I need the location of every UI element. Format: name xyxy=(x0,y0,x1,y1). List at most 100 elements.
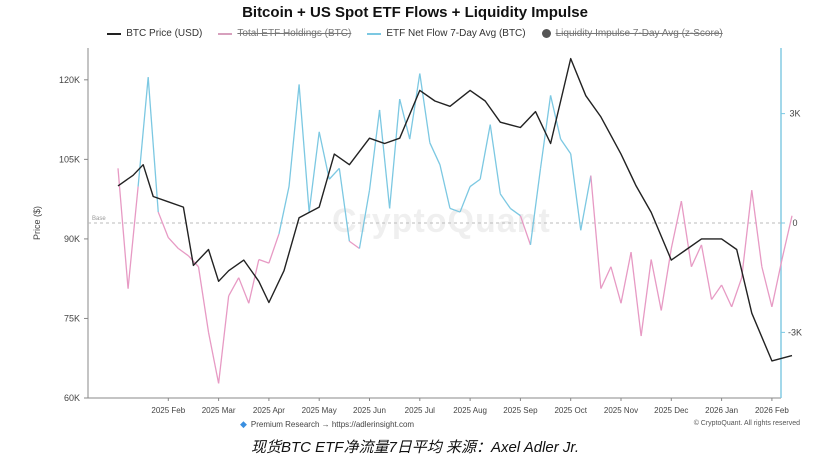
chart-title: Bitcoin + US Spot ETF Flows + Liquidity … xyxy=(242,4,588,21)
etf-flow-segment xyxy=(721,284,733,308)
etf-flow-segment xyxy=(318,131,330,180)
etf-flow-segment xyxy=(207,332,220,384)
etf-flow-segment xyxy=(459,186,471,213)
legend-swatch-etf-holdings xyxy=(218,32,233,35)
etf-flow-segment xyxy=(117,168,129,289)
etf-flow-segment xyxy=(378,109,391,209)
etf-flow-segment xyxy=(670,200,682,249)
etf-flow-segment xyxy=(660,248,672,311)
base-label: Base xyxy=(92,216,106,222)
y-tick-label: 75K xyxy=(64,313,80,323)
legend-item-etf-flow[interactable]: ETF Net Flow 7-Day Avg (BTC) xyxy=(367,28,526,39)
etf-flow-segment xyxy=(570,153,582,231)
y-axis-label: Price ($) xyxy=(32,206,42,240)
etf-flow-segment xyxy=(217,295,230,384)
etf-flow-segment xyxy=(157,211,169,238)
etf-flow-segment xyxy=(328,167,340,180)
etf-flow-segment xyxy=(238,277,250,304)
etf-flow-segment xyxy=(419,73,431,143)
etf-flow-segment xyxy=(248,259,260,304)
etf-flow-segment xyxy=(197,266,210,333)
legend-label-etf-holdings: Total ETF Holdings (BTC) xyxy=(237,28,352,39)
x-tick-label: 2025 Nov xyxy=(604,406,638,415)
etf-flow-segment xyxy=(228,277,240,297)
etf-flow-segment xyxy=(630,252,642,337)
etf-flow-segment xyxy=(700,244,713,300)
etf-flow-segment xyxy=(600,266,612,289)
etf-flow-segment xyxy=(741,190,753,278)
etf-flow-segment xyxy=(680,201,693,267)
x-tick-label: 2025 May xyxy=(302,406,337,415)
x-tick-label: 2025 Feb xyxy=(151,406,185,415)
etf-flow-segment xyxy=(409,73,421,140)
etf-flow-segment xyxy=(127,186,139,289)
legend-item-liquidity[interactable]: Liquidity Impulse 7-Day Avg (z-Score) xyxy=(541,28,723,39)
etf-flow-segment xyxy=(268,233,280,264)
etf-flow-segment xyxy=(519,215,532,246)
etf-flow-segment xyxy=(610,266,622,304)
etf-flow-segment xyxy=(509,207,521,217)
etf-flow-segment xyxy=(348,240,360,250)
etf-flow-segment xyxy=(650,259,662,311)
etf-flow-segment xyxy=(620,252,632,304)
btc-price-line xyxy=(117,57,793,362)
y2-tick-label: 3K xyxy=(789,109,800,119)
etf-flow-segment xyxy=(278,186,290,235)
etf-flow-segment xyxy=(187,255,199,268)
etf-flow-segment xyxy=(761,266,773,308)
x-tick-label: 2025 Dec xyxy=(654,406,688,415)
etf-flow-segment xyxy=(298,84,310,213)
etf-flow-segment xyxy=(147,77,159,213)
etf-flow-segment xyxy=(388,98,401,209)
watermark: CryptoQuant xyxy=(332,202,551,240)
chart-legend: BTC Price (USD) Total ETF Holdings (BTC)… xyxy=(0,28,830,39)
y-tick-label: 105K xyxy=(59,154,80,164)
etf-flow-segment xyxy=(751,190,763,267)
legend-label-btc-price: BTC Price (USD) xyxy=(126,28,203,39)
etf-flow-segment xyxy=(711,284,723,300)
etf-flow-segment xyxy=(449,207,461,213)
etf-flow-segment xyxy=(137,77,149,187)
etf-flow-segment xyxy=(439,164,451,209)
x-tick-label: 2025 Oct xyxy=(554,406,587,415)
etf-flow-segment xyxy=(549,95,562,140)
x-tick-label: 2026 Jan xyxy=(705,406,738,415)
x-tick-label: 2025 Sep xyxy=(503,406,538,415)
etf-flow-segment xyxy=(640,259,652,337)
legend-item-btc-price[interactable]: BTC Price (USD) xyxy=(107,28,202,39)
etf-flow-segment xyxy=(529,168,542,245)
premium-research-text: Premium Research → https://adlerinsight.… xyxy=(250,420,415,429)
legend-item-etf-holdings[interactable]: Total ETF Holdings (BTC) xyxy=(218,28,351,39)
premium-research-link[interactable]: ◆ Premium Research → https://adlerinsigh… xyxy=(240,419,414,430)
etf-flow-segment xyxy=(368,109,381,191)
legend-label-etf-flow: ETF Net Flow 7-Day Avg (BTC) xyxy=(386,28,526,39)
etf-flow-segment xyxy=(489,124,501,194)
x-tick-label: 2025 Apr xyxy=(253,406,285,415)
etf-flow-segment xyxy=(731,277,743,308)
etf-flow-segment xyxy=(781,215,793,260)
etf-flow-segment xyxy=(177,247,189,257)
etf-flow-segment xyxy=(399,98,411,140)
etf-flow-segment xyxy=(288,84,300,187)
etf-flow-segment xyxy=(469,178,481,188)
etf-flow-segment xyxy=(308,131,320,213)
etf-flow-segment xyxy=(590,175,602,289)
etf-flow-segment xyxy=(429,142,441,165)
y-tick-label: 90K xyxy=(64,234,80,244)
etf-flow-segment xyxy=(499,193,511,209)
etf-flow-segment xyxy=(258,258,270,264)
y-tick-label: 120K xyxy=(59,75,80,85)
x-tick-label: 2025 Jul xyxy=(405,406,435,415)
etf-flow-segment xyxy=(580,175,592,231)
etf-flow-segment xyxy=(771,259,783,307)
legend-dot-liquidity xyxy=(541,29,551,38)
x-tick-label: 2025 Mar xyxy=(202,406,236,415)
etf-flow-segment xyxy=(690,244,703,268)
y2-tick-label: 0 xyxy=(792,218,797,228)
y2-tick-label: -3K xyxy=(788,327,802,337)
etf-flow-segment xyxy=(358,190,371,249)
x-tick-label: 2025 Jun xyxy=(353,406,386,415)
etf-flow-segment xyxy=(560,138,572,155)
x-tick-label: 2026 Feb xyxy=(755,406,789,415)
